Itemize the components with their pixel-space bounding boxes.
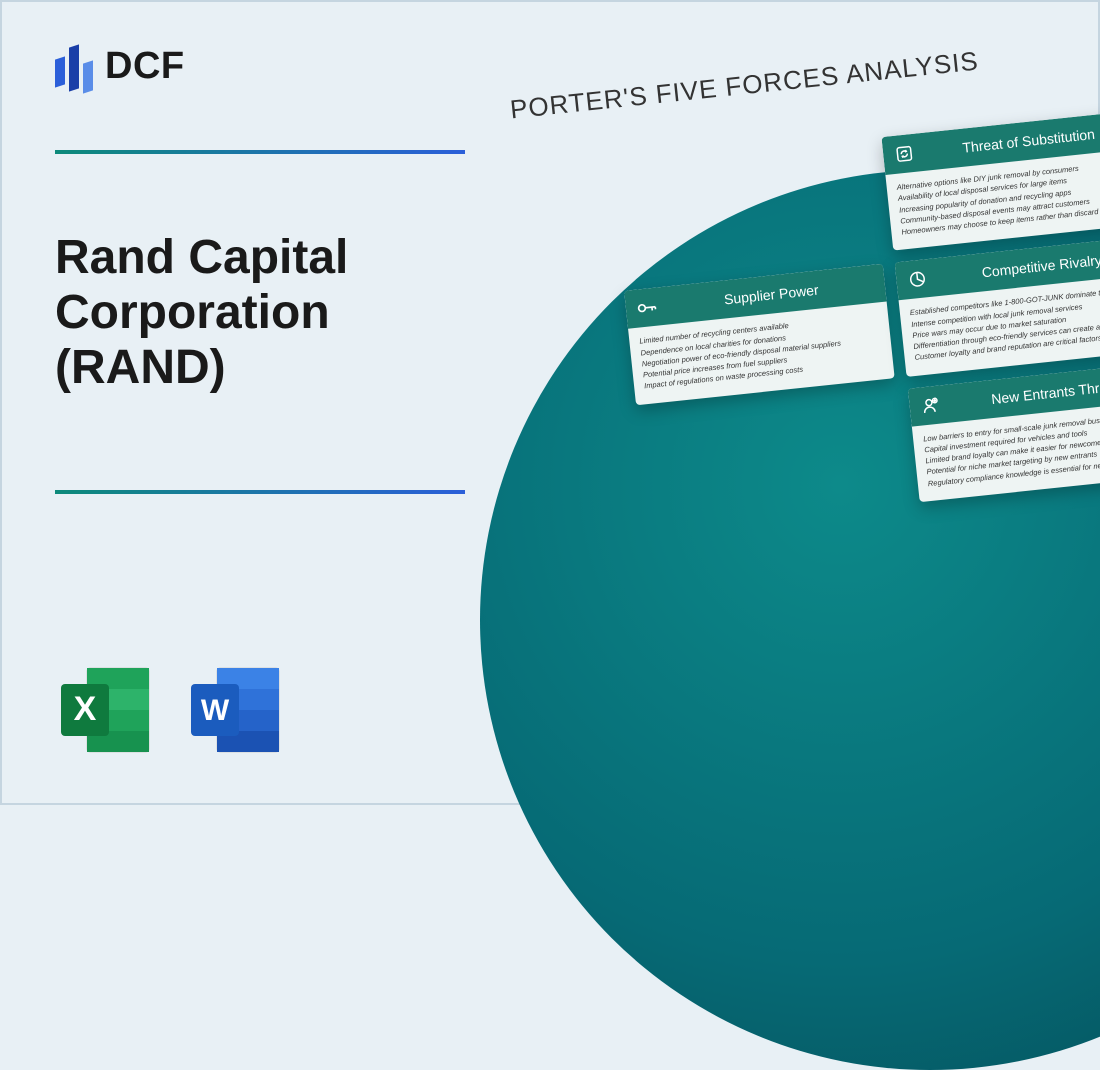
card-rivalry: Competitive Rivalry Established competit… [895,236,1100,377]
page-title-block: Rand Capital Corporation (RAND) [55,230,505,396]
pie-chart-icon [905,267,929,291]
key-icon [635,296,659,320]
logo-text: DCF [105,45,185,88]
page-title: Rand Capital Corporation (RAND) [55,230,505,396]
user-plus-icon [919,393,943,417]
card-entrants: New Entrants Threat Low barriers to entr… [908,361,1100,502]
logo: DCF [55,40,185,92]
divider-top [55,150,465,154]
logo-bars-icon [55,40,93,92]
excel-icon: X [55,660,155,760]
file-icons: X W [55,660,285,760]
svg-text:X: X [74,690,97,728]
divider-bottom [55,490,465,494]
cards-container: Threat of Substitution Alternative optio… [583,110,1100,545]
refresh-icon [892,142,916,166]
card-title: Competitive Rivalry [938,248,1100,286]
card-supplier: Supplier Power Limited number of recycli… [624,264,895,405]
svg-text:W: W [201,694,230,727]
word-icon: W [185,660,285,760]
card-title: New Entrants Threat [951,373,1100,411]
